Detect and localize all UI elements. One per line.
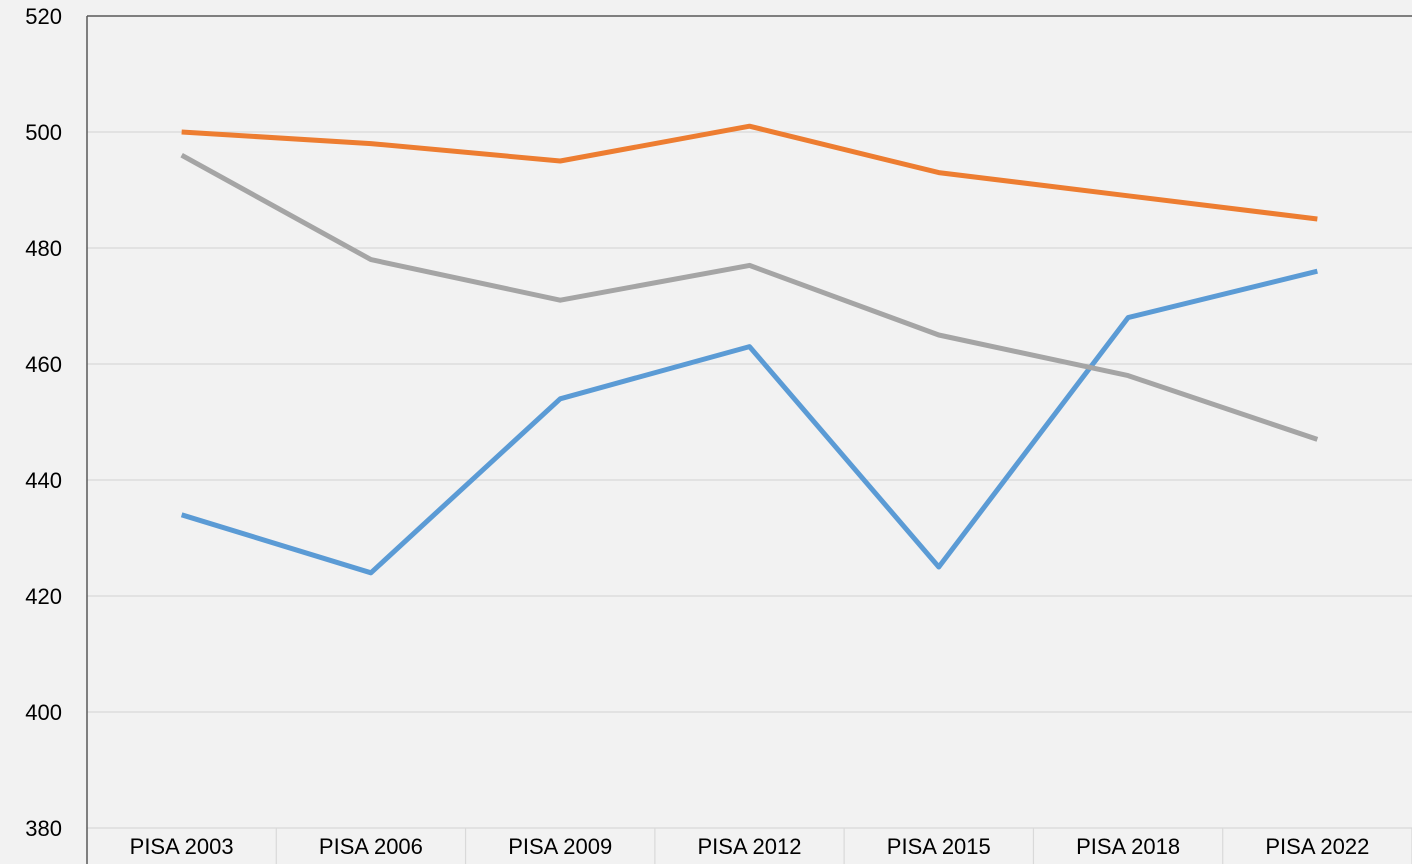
x-tick-label: PISA 2015 [887, 834, 991, 859]
x-tick-label: PISA 2009 [508, 834, 612, 859]
line-series [180, 153, 1319, 442]
y-tick-label: 460 [25, 352, 62, 377]
line-series [181, 123, 1318, 222]
y-tick-label: 480 [25, 236, 62, 261]
y-tick-label: 420 [25, 584, 62, 609]
x-tick-label: PISA 2006 [319, 834, 423, 859]
y-tick-label: 520 [25, 4, 62, 29]
x-tick-label: PISA 2012 [698, 834, 802, 859]
y-tick-label: 380 [25, 816, 62, 841]
x-tick-label: PISA 2003 [130, 834, 234, 859]
y-tick-label: 400 [25, 700, 62, 725]
y-tick-label: 500 [25, 120, 62, 145]
x-tick-label: PISA 2018 [1076, 834, 1180, 859]
line-series [180, 268, 1318, 576]
y-tick-label: 440 [25, 468, 62, 493]
x-tick-label: PISA 2022 [1265, 834, 1369, 859]
